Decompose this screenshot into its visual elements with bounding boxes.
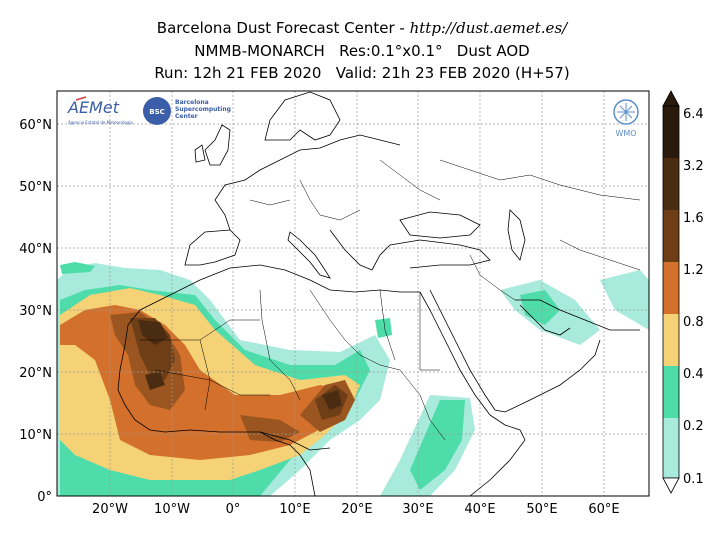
dust-level-0.1d: [600, 270, 649, 330]
dust-level-0.2d: [520, 290, 560, 325]
lat-tick-label: 40°N: [19, 242, 52, 257]
dust-level-3.2b: [322, 390, 342, 410]
colorbar-label: 0.8: [683, 315, 704, 330]
lat-tick-label: 20°N: [19, 366, 52, 381]
dust-level-3.2: [138, 320, 168, 345]
colorbar-bin: [663, 314, 679, 366]
lon-tick-label: 20°E: [341, 502, 372, 517]
bsc-name-line: Supercomputing: [175, 106, 231, 113]
lon-tick-label: 60°E: [588, 502, 619, 517]
colorbar-label: 3.2: [683, 159, 704, 174]
map-frame: [56, 90, 650, 497]
wmo-emblem-circle: [613, 99, 639, 125]
title-url: http://dust.aemet.es/: [409, 19, 568, 37]
title-line-3: Run: 12h 21 FEB 2020 Valid: 21h 23 FEB 2…: [154, 64, 570, 82]
dust-level-0.2c: [410, 400, 465, 490]
bsc-logo-text: BSC: [149, 108, 165, 116]
colorbar-bin: [663, 366, 679, 418]
lat-tick-label: 10°N: [19, 428, 52, 443]
lon-tick-label: 10°E: [279, 502, 310, 517]
lat-tick-label: 50°N: [19, 180, 52, 195]
dust-level-0.2b: [375, 318, 392, 338]
bsc-logo-circle: [143, 97, 171, 125]
colorbar-label: 1.2: [683, 263, 704, 278]
graticule: [57, 91, 649, 496]
lon-tick-label: 0°: [226, 502, 241, 517]
aemet-logo-text: AEMet: [67, 98, 120, 117]
dust-field: [57, 262, 649, 496]
colorbar-bin: [663, 158, 679, 210]
wmo-emblem-star: [617, 103, 635, 121]
dust-level-3.2c: [145, 372, 165, 390]
title-prefix: Barcelona Dust Forecast Center -: [156, 19, 410, 37]
colorbar-label: 0.1: [683, 472, 704, 487]
dust-level-1.2b: [240, 415, 300, 442]
lon-tick-label: 30°E: [402, 502, 433, 517]
colorbar-bin: [663, 106, 679, 158]
colorbar-bottom-extension: [662, 477, 680, 494]
title-line-2: NMMB-MONARCH Res:0.1°x0.1° Dust AOD: [194, 42, 530, 60]
colorbar-bin: [663, 418, 679, 478]
aemet-logo-mark: [75, 96, 87, 101]
lat-axis: 60°N 50°N 40°N 30°N 20°N 10°N 0°: [19, 118, 52, 505]
bsc-name-line: Barcelona: [175, 99, 209, 106]
aemet-logo-subtitle: Agencia Estatal de Meteorología: [68, 120, 133, 125]
wmo-logo: WMO: [613, 99, 639, 138]
bsc-logo: BSC Barcelona Supercomputing Center: [143, 97, 231, 125]
lon-tick-label: 40°E: [464, 502, 495, 517]
colorbar: 6.4 3.2 1.6 1.2 0.8 0.4 0.2 0.1: [662, 90, 704, 494]
colorbar-label: 0.4: [683, 367, 704, 382]
colorbar-top-extension: [662, 90, 680, 107]
lon-tick-label: 10°W: [154, 502, 190, 517]
coastlines: [117, 91, 640, 496]
lat-tick-label: 0°: [37, 490, 52, 505]
colorbar-label: 1.6: [683, 211, 704, 226]
aemet-logo: AEMet Agencia Estatal de Meteorología: [67, 96, 133, 125]
lon-tick-label: 20°W: [92, 502, 128, 517]
title-line-1: Barcelona Dust Forecast Center - http://…: [0, 18, 724, 38]
colorbar-label: 0.2: [683, 419, 704, 434]
lat-tick-label: 60°N: [19, 118, 52, 133]
country-borders: [140, 159, 641, 441]
colorbar-label: 6.4: [683, 107, 704, 122]
wmo-logo-text: WMO: [615, 129, 636, 138]
colorbar-bin: [663, 210, 679, 262]
lat-tick-label: 30°N: [19, 304, 52, 319]
lon-axis: 20°W 10°W 0° 10°E 20°E 30°E 40°E 50°E 60…: [92, 502, 620, 517]
colorbar-bin: [663, 262, 679, 314]
dust-level-0.1e: [60, 262, 95, 274]
bsc-name-line: Center: [175, 113, 198, 120]
lon-tick-label: 50°E: [526, 502, 557, 517]
